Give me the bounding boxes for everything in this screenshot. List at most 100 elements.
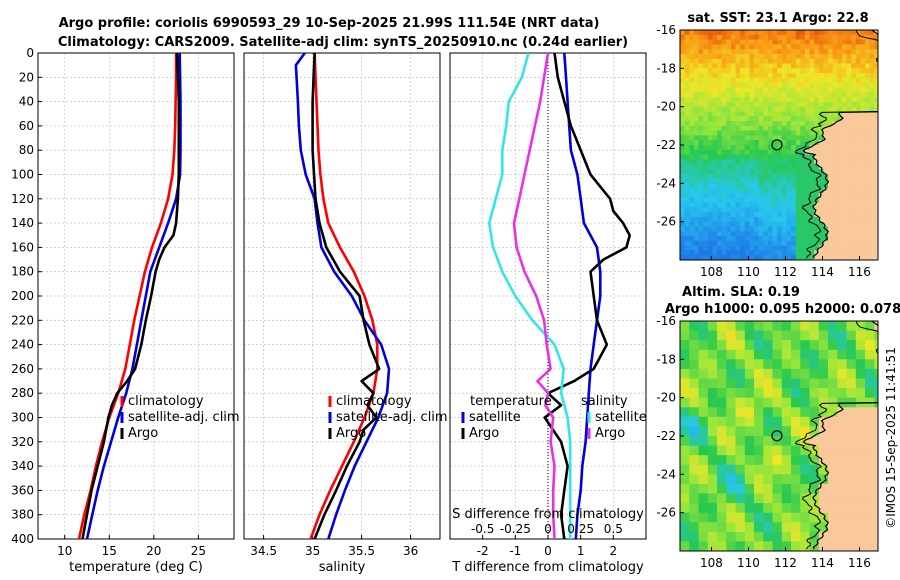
data-cell: [846, 378, 857, 389]
map-x-tick-label: 114: [811, 265, 834, 279]
data-cell: [763, 202, 769, 208]
data-cell: [777, 111, 783, 117]
data-cell: [726, 178, 732, 184]
data-cell: [781, 188, 787, 194]
data-cell: [693, 116, 699, 122]
data-cell: [726, 474, 737, 485]
data-cell: [837, 330, 848, 341]
land-cell: [869, 135, 875, 141]
data-cell: [772, 240, 778, 247]
data-cell: [865, 378, 875, 389]
map-y-tick-label: -18: [656, 352, 676, 366]
data-cell: [689, 82, 695, 88]
data-cell: [851, 44, 857, 50]
data-cell: [730, 49, 736, 55]
data-cell: [874, 73, 878, 79]
data-cell: [698, 111, 704, 117]
data-cell: [786, 212, 792, 218]
data-cell: [730, 92, 736, 98]
data-cell: [758, 63, 764, 69]
data-cell: [689, 58, 695, 65]
data-cell: [855, 97, 861, 103]
data-cell: [749, 183, 755, 189]
land-cell: [823, 159, 829, 165]
data-cell: [689, 30, 695, 36]
data-cell: [758, 54, 764, 60]
data-cell: [693, 106, 699, 112]
data-cell: [740, 49, 746, 55]
data-cell: [680, 359, 690, 370]
data-cell: [781, 39, 787, 45]
data-cell: [754, 378, 764, 389]
data-cell: [767, 255, 773, 260]
data-cell: [791, 164, 797, 170]
data-cell: [730, 63, 736, 69]
land-cell: [865, 197, 871, 203]
data-cell: [717, 445, 727, 456]
data-cell: [800, 483, 811, 494]
data-cell: [735, 250, 741, 256]
data-cell: [828, 368, 838, 379]
data-cell: [791, 378, 801, 389]
data-cell: [744, 212, 750, 218]
data-cell: [795, 178, 801, 184]
data-cell: [772, 541, 783, 551]
data-cell: [763, 44, 769, 50]
data-cell: [684, 240, 690, 247]
data-cell: [735, 92, 741, 98]
data-cell: [777, 106, 783, 112]
data-cell: [777, 240, 783, 247]
land-cell: [869, 111, 875, 117]
data-cell: [721, 183, 727, 189]
data-cell: [726, 349, 737, 360]
data-cell: [680, 63, 686, 69]
data-cell: [791, 39, 797, 45]
data-cell: [860, 34, 866, 41]
data-cell: [874, 368, 878, 379]
data-cell: [791, 87, 797, 93]
data-cell: [744, 140, 750, 146]
data-cell: [800, 202, 806, 208]
data-cell: [804, 92, 810, 98]
data-cell: [712, 236, 718, 242]
data-cell: [749, 169, 755, 175]
data-cell: [712, 116, 718, 122]
data-cell: [740, 212, 746, 218]
land-cell: [837, 202, 843, 208]
data-cell: [754, 221, 760, 227]
data-cell: [754, 503, 764, 514]
data-cell: [726, 212, 732, 218]
data-cell: [818, 340, 829, 351]
land-cell: [851, 164, 857, 170]
data-cell: [804, 164, 810, 170]
map-x-tick-label: 110: [737, 265, 760, 279]
data-cell: [772, 349, 783, 360]
data-cell: [717, 207, 723, 213]
land-cell: [818, 541, 829, 551]
data-cell: [781, 116, 787, 122]
data-cell: [865, 368, 875, 379]
data-cell: [693, 101, 699, 108]
land-cell: [874, 159, 878, 165]
data-cell: [804, 111, 810, 117]
data-cell: [874, 58, 878, 65]
data-cell: [800, 125, 806, 132]
data-cell: [698, 39, 704, 45]
data-cell: [749, 87, 755, 93]
data-cell: [763, 145, 769, 151]
data-cell: [874, 349, 878, 360]
land-cell: [841, 192, 847, 199]
land-cell: [846, 116, 852, 122]
data-cell: [684, 49, 690, 55]
data-cell: [800, 330, 811, 341]
data-cell: [721, 231, 727, 237]
land-cell: [855, 255, 861, 260]
data-cell: [754, 106, 760, 112]
land-cell: [865, 212, 871, 218]
data-cell: [767, 240, 773, 247]
data-cell: [712, 212, 718, 218]
data-cell: [800, 173, 806, 180]
data-cell: [703, 121, 709, 127]
data-cell: [693, 39, 699, 45]
land-cell: [846, 197, 852, 203]
